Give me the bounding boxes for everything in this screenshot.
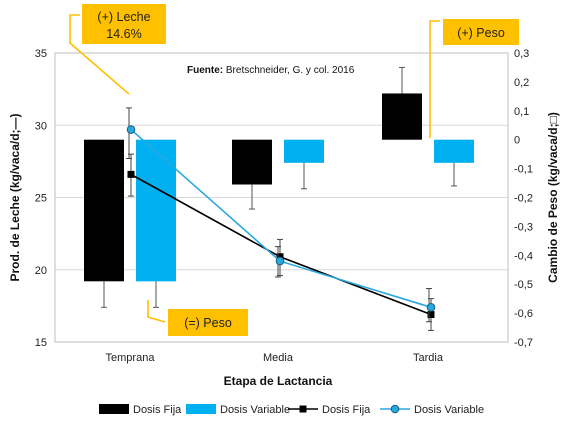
y-right-tick-label: 0,3 <box>514 48 529 60</box>
y-left-tick-label: 30 <box>35 120 47 132</box>
annotations: (+) Leche 14.6% (+) Peso (=) Peso <box>69 4 519 336</box>
y-left-tick-label: 15 <box>35 337 47 349</box>
point-dosis-variable <box>126 125 136 134</box>
bar-dosis-fija <box>84 139 124 282</box>
point-dosis-fija <box>127 170 135 178</box>
point-dosis-fija <box>276 253 284 261</box>
callout-peso-equal-label: (=) Peso <box>184 316 232 330</box>
legend-swatch-bar-fija <box>99 404 129 414</box>
legend-label: Dosis Fija <box>322 404 371 416</box>
y-right-axis-title: Cambio de Peso (kg/vaca/d;□) <box>546 112 560 283</box>
legend: Dosis Fija Dosis Variable Dosis Fija Dosis … <box>99 404 484 416</box>
y-right-tick-label: -0,5 <box>514 279 533 291</box>
y-right-tick-label: -0,3 <box>514 221 533 233</box>
x-tick-label: Temprana <box>106 352 156 364</box>
y-right-tick-label: 0,2 <box>514 77 529 89</box>
callout-peso-plus-box <box>443 19 519 45</box>
source-label: Fuente: <box>187 65 226 76</box>
point-dosis-variable <box>275 256 285 266</box>
bar-dosis-variable <box>136 139 176 282</box>
source-note: Fuente: Bretschneider, G. y col. 2016 <box>187 65 355 76</box>
bar-dosis-fija <box>382 93 422 140</box>
axes: 15 20 25 30 35 -0,7 -0,6 -0,5 -0,4 -0,3 -0,2 -0,1 0 0… <box>35 48 533 349</box>
y-right-tick-label: -0,7 <box>514 337 533 349</box>
legend-marker-square <box>299 405 307 413</box>
legend-marker-circle <box>390 404 400 414</box>
y-right-tick-label: -0,6 <box>514 308 533 320</box>
point-dosis-variable <box>426 303 436 312</box>
callout-leche-value: 14.6% <box>106 27 141 41</box>
bar-dosis-variable <box>434 139 474 163</box>
legend-label: Dosis Variable <box>220 404 290 416</box>
line-series <box>126 107 436 331</box>
x-axis-title: Etapa de Lactancia <box>224 374 333 388</box>
callout-leader <box>429 20 440 138</box>
y-left-tick-label: 25 <box>35 193 47 205</box>
y-right-tick-label: 0,1 <box>514 106 529 118</box>
bar-series <box>84 66 474 308</box>
x-tick-label: Tardia <box>413 352 444 364</box>
axis-labels: Temprana Media Tardia Etapa de Lactancia Pro… <box>8 65 560 388</box>
x-tick-label: Media <box>263 352 294 364</box>
y-right-tick-label: -0,2 <box>514 193 533 205</box>
callout-leader <box>69 14 130 95</box>
callout-peso-equal-box <box>168 309 248 336</box>
y-right-tick-label: -0,1 <box>514 164 533 176</box>
callout-leche-label: (+) Leche <box>97 10 150 24</box>
point-dosis-fija <box>427 311 435 319</box>
y-left-tick-label: 20 <box>35 265 47 277</box>
bar-dosis-variable <box>284 139 324 163</box>
legend-swatch-bar-variable <box>186 404 216 414</box>
callout-leche-box <box>82 4 166 44</box>
plot-frame <box>54 52 509 343</box>
callout-peso-plus-label: (+) Peso <box>457 26 505 40</box>
legend-label: Dosis Fija <box>133 404 182 416</box>
legend-label: Dosis Variable <box>414 404 484 416</box>
callout-leader <box>147 300 166 323</box>
y-left-tick-label: 35 <box>35 48 47 60</box>
y-right-tick-label: -0,4 <box>514 250 533 262</box>
source-citation: Bretschneider, G. y col. 2016 <box>226 65 355 76</box>
y-right-tick-label: 0 <box>514 135 520 147</box>
bar-dosis-fija <box>232 139 272 185</box>
y-left-axis-title: Prod. de Leche (kg/vaca/d;—) <box>8 113 22 281</box>
